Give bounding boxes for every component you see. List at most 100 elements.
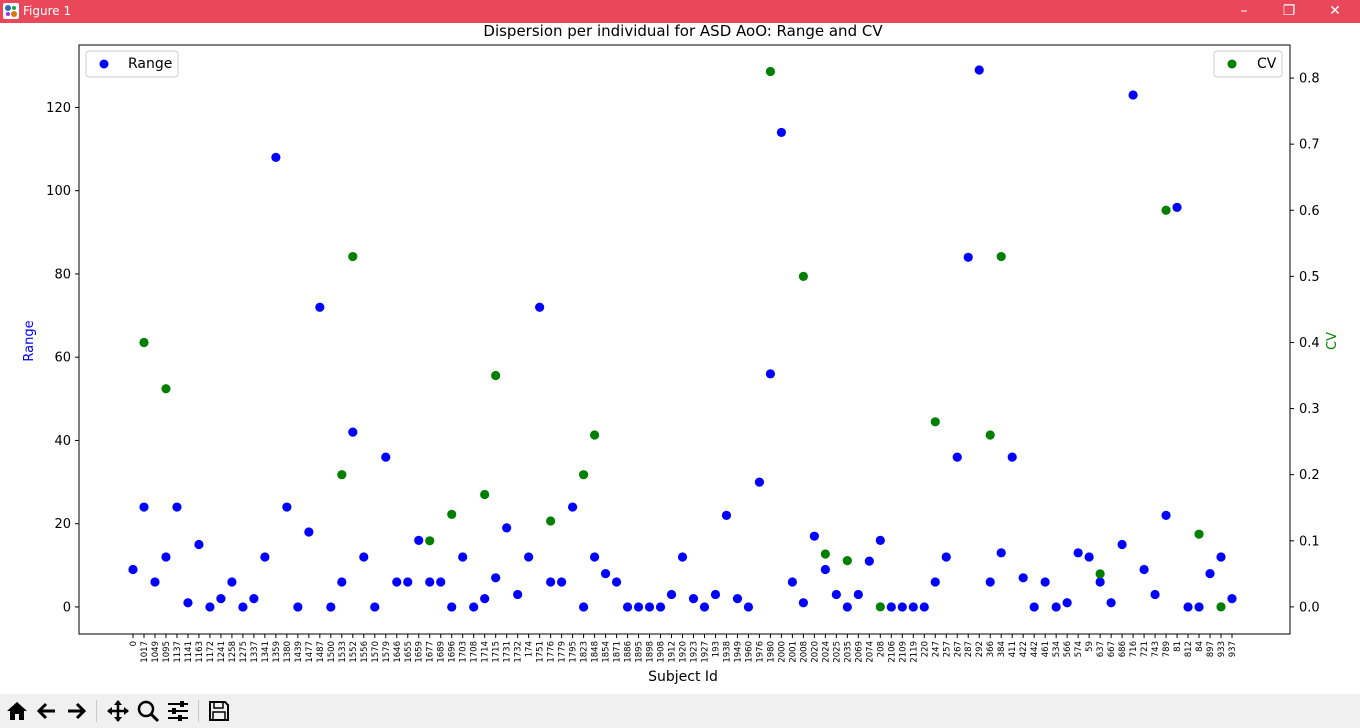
range-point xyxy=(710,589,721,600)
range-point xyxy=(1172,202,1182,212)
range-point xyxy=(227,577,237,587)
x-tick-label: 1141 xyxy=(184,641,194,663)
y-axis-label: Range xyxy=(22,320,37,361)
maximize-button[interactable]: ❐ xyxy=(1282,3,1296,19)
x-tick-label: 1886 xyxy=(624,641,634,663)
y-tick-label: 80 xyxy=(54,267,71,282)
range-point xyxy=(930,577,940,587)
range-point xyxy=(469,602,479,612)
cv-point xyxy=(798,271,808,281)
x-tick-label: 1823 xyxy=(580,641,590,663)
range-point xyxy=(513,589,523,600)
move-icon xyxy=(107,700,129,722)
x-tick-label: 267 xyxy=(953,641,963,657)
x-tick-label: 1689 xyxy=(437,641,447,663)
chart-title: Dispersion per individual for ASD AoO: R… xyxy=(483,23,883,40)
range-point xyxy=(743,602,754,612)
range-point xyxy=(1018,573,1028,583)
cv-point xyxy=(348,251,358,262)
y-tick-label: 20 xyxy=(54,517,71,532)
y-tick-label: 100 xyxy=(46,184,71,199)
range-point xyxy=(1128,90,1138,100)
range-point xyxy=(765,369,776,379)
x-tick-label: 1359 xyxy=(272,641,282,663)
x-tick-label: 1241 xyxy=(217,641,227,663)
range-point xyxy=(864,556,874,566)
range-point xyxy=(809,531,819,541)
x-tick-label: 1714 xyxy=(481,641,491,663)
range-point xyxy=(919,602,929,612)
cv-point xyxy=(985,430,995,440)
x-tick-label: 1731 xyxy=(503,641,513,663)
range-point xyxy=(216,594,226,604)
cv-point xyxy=(578,470,589,480)
back-button[interactable] xyxy=(33,697,61,725)
pan-button[interactable] xyxy=(104,697,132,725)
range-point xyxy=(172,502,182,512)
range-point xyxy=(633,602,644,612)
save-button[interactable] xyxy=(205,697,233,725)
minimize-button[interactable]: – xyxy=(1240,3,1248,19)
y2-axis-label: CV xyxy=(1325,332,1340,350)
x-tick-label: 1898 xyxy=(646,641,656,663)
cv-point xyxy=(589,430,600,440)
range-point xyxy=(238,602,248,612)
range-point xyxy=(183,598,193,608)
zoom-icon xyxy=(137,700,160,723)
x-tick-label: 1646 xyxy=(393,641,403,663)
range-point xyxy=(403,577,413,587)
configure-subplots-button[interactable] xyxy=(164,697,192,725)
x-tick-label: 247 xyxy=(931,641,941,657)
x-tick-label: 287 xyxy=(964,641,974,657)
range-point xyxy=(337,577,347,587)
range-point xyxy=(655,602,666,612)
cv-point xyxy=(161,384,171,394)
cv-point xyxy=(447,509,457,519)
cv-point xyxy=(337,470,347,480)
x-tick-label: 1275 xyxy=(239,641,249,663)
x-tick-label: 1017 xyxy=(140,641,150,663)
range-point xyxy=(897,602,907,612)
range-point xyxy=(315,302,325,312)
x-tick-label: 257 xyxy=(942,641,952,657)
cv-point xyxy=(930,417,940,427)
zoom-button[interactable] xyxy=(134,697,162,725)
x-tick-label: 1960 xyxy=(744,641,754,663)
x-tick-label: 1095 xyxy=(162,641,172,663)
range-point xyxy=(271,152,281,162)
x-tick-label: 2008 xyxy=(799,641,809,663)
x-tick-label: 1779 xyxy=(558,641,568,663)
range-point xyxy=(568,502,578,512)
range-point xyxy=(1106,598,1116,608)
x-tick-label: 1854 xyxy=(602,641,612,663)
range-point xyxy=(1161,510,1171,520)
range-point xyxy=(249,594,259,604)
range-point xyxy=(425,577,435,587)
x-tick-label: 1677 xyxy=(426,641,436,663)
close-button[interactable]: ✕ xyxy=(1329,3,1341,19)
range-point xyxy=(908,602,918,612)
y2-tick-label: 0.7 xyxy=(1299,138,1320,153)
x-tick-label: 1938 xyxy=(722,641,732,663)
cv-point xyxy=(1095,569,1105,579)
y2-tick-label: 0.8 xyxy=(1299,72,1320,87)
x-tick-label: 81 xyxy=(1173,641,1183,652)
x-tick-label: 1380 xyxy=(283,641,293,663)
x-tick-label: 897 xyxy=(1206,641,1216,657)
x-tick-label: 208 xyxy=(876,641,886,657)
figure-canvas[interactable]: Dispersion per individual for ASD AoO: R… xyxy=(0,22,1360,694)
range-point xyxy=(205,602,215,612)
y2-tick-label: 0.2 xyxy=(1299,468,1320,483)
x-tick-label: 1439 xyxy=(294,641,304,663)
forward-button[interactable] xyxy=(62,697,90,725)
home-button[interactable] xyxy=(3,697,31,725)
x-tick-label: 174 xyxy=(525,641,535,657)
range-point xyxy=(1227,594,1237,604)
range-point xyxy=(1194,602,1204,612)
x-tick-label: 789 xyxy=(1162,641,1172,657)
x-tick-label: 2024 xyxy=(821,641,831,663)
range-point xyxy=(831,589,841,600)
cv-point xyxy=(875,602,885,612)
plot-frame xyxy=(78,44,1291,635)
x-tick-label: 1341 xyxy=(261,641,271,663)
